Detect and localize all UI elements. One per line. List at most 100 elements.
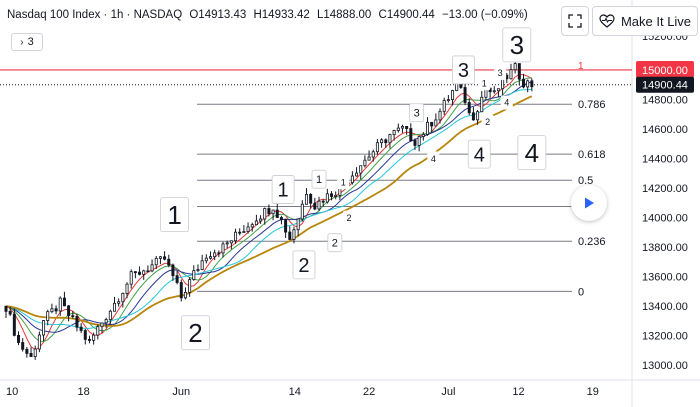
candle-body [409,128,413,141]
candle-body [526,80,530,88]
candle-body [350,175,354,184]
candle-body [279,217,283,220]
candle-body [263,208,267,220]
wave-label: 1 [341,177,346,187]
candle-body [154,257,158,266]
wave-label: 4 [431,154,436,164]
candle-body [405,126,409,129]
candle-body [200,260,204,270]
candle-body [254,220,258,226]
wave-label-box [502,27,532,63]
wave-label: 3 [510,30,524,60]
candle-body [496,88,500,92]
wave-label-box [271,175,295,204]
candle-body [396,127,400,131]
candle-body [121,293,125,303]
candle-body [163,256,167,260]
candle-body [471,112,475,121]
candle-body [67,305,71,317]
candle-body [434,119,438,127]
candle-body [325,193,329,203]
y-tick-label: 13200.00 [642,331,688,343]
moving-average-line [5,81,532,333]
fib-level-label: 0.618 [578,149,606,161]
candle-body [375,142,379,153]
candle-body [463,87,467,103]
candle-body [58,297,62,312]
candle-body [225,242,229,245]
symbol-title: Nasdaq 100 Index · 1h · NASDAQ [7,9,183,21]
moving-average-line [5,88,532,329]
x-tick-label: 18 [77,386,89,398]
candle-body [517,63,521,80]
candle-body [29,353,33,357]
wave-label: 1 [278,180,289,202]
candle-body [234,231,238,242]
wave-label-box [160,197,190,233]
candle-body [284,219,288,233]
wave-label-box [500,95,513,110]
x-tick-label: Jul [441,386,455,398]
candle-body [238,231,242,234]
x-tick-label: 22 [363,386,375,398]
wave-label-box [409,103,425,123]
candle-body [259,218,263,222]
indicators-toggle[interactable]: › 3 [11,33,43,51]
play-button[interactable] [571,185,607,221]
wave-label-box [451,55,475,85]
wave-label: 3 [498,68,503,78]
candle-body [92,334,96,341]
last-price-box [636,76,694,93]
make-it-live-button[interactable]: Make It Live [592,6,698,36]
x-tick-label: Jun [172,386,190,398]
wave-label: 1 [482,78,487,88]
wave-label-box [478,76,491,91]
candle-body [438,110,442,121]
candle-body [113,302,117,312]
y-tick-label: 14400.00 [642,154,688,166]
candle-body [359,165,363,174]
candle-body [451,90,455,101]
candle-body [513,63,517,71]
y-tick-label: 14600.00 [642,124,688,136]
candle-body [421,134,425,137]
candle-body [175,275,179,283]
candle-body [296,218,300,231]
wave-label: 2 [485,117,490,127]
candle-body [62,297,66,307]
wave-label-box [494,65,507,80]
symbol-header: Nasdaq 100 Index · 1h · NASDAQ O14913.43… [7,9,528,21]
candle-body [292,229,296,240]
candle-body [246,226,250,232]
candle-body [309,193,313,204]
wave-label-box [467,139,491,169]
ohlc-high: H14933.42 [253,9,310,21]
fib-level-label: 0.236 [578,236,606,248]
candle-body [442,100,446,112]
candle-body [321,200,325,203]
candle-body [142,270,146,275]
candle-body [417,136,421,146]
candle-body [129,271,133,285]
candle-body [267,208,271,215]
candle-body [17,334,21,343]
candle-body [288,231,292,240]
resistance-price-label: 15000.00 [642,65,688,77]
wave-label: 2 [188,318,202,348]
candle-body [8,310,12,315]
candle-body [42,320,46,336]
wave-label: 2 [347,213,352,223]
fullscreen-button[interactable] [561,6,589,36]
candle-body [138,271,142,275]
wave-label-box [181,315,210,351]
fullscreen-icon [568,14,582,28]
candle-body [104,319,108,324]
candle-body [217,252,221,255]
candle-body [179,282,183,299]
wave-label: 4 [525,138,539,168]
candle-body [229,240,233,244]
candle-body [12,313,16,336]
candle-body [158,256,162,259]
candle-body [371,151,375,158]
